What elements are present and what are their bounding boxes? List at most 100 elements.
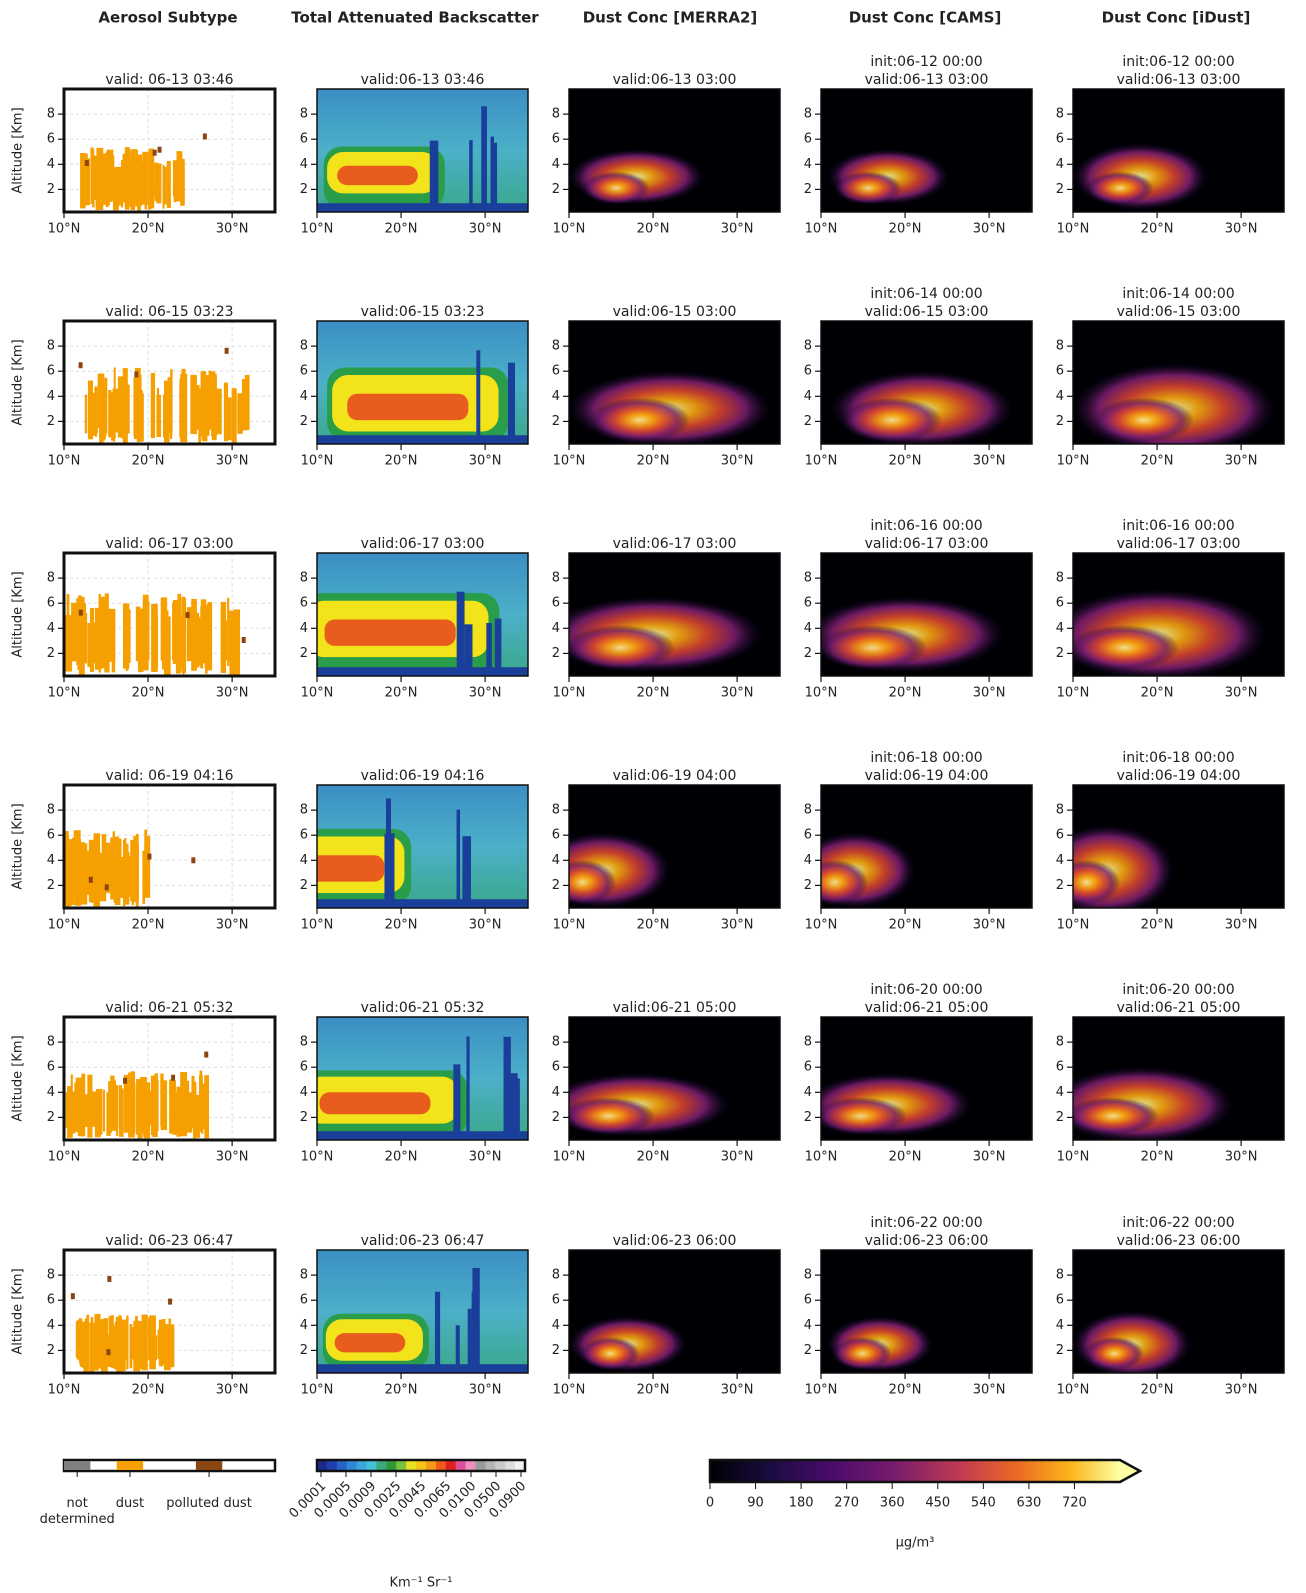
aerosol-patch: [101, 621, 105, 662]
y-tick-label: 6: [1056, 596, 1064, 611]
panel-title: init:06-14 00:00: [1122, 286, 1234, 302]
aerosol-patch: [148, 153, 152, 209]
x-tick-label: 30°N: [469, 918, 502, 933]
y-tick-label: 6: [300, 1293, 308, 1308]
y-tick-label: 6: [552, 828, 560, 843]
y-tick-label: 8: [552, 107, 560, 122]
x-tick-label: 10°N: [48, 454, 81, 469]
y-tick-label: 4: [804, 1085, 812, 1100]
x-tick-label: 30°N: [721, 918, 754, 933]
y-tick-label: 6: [804, 132, 812, 147]
y-tick-label: 8: [47, 107, 55, 122]
aerosol-patch: [95, 1321, 103, 1367]
aerosol-patch: [87, 380, 93, 440]
aerosol-patch: [126, 148, 130, 203]
y-tick-label: 6: [47, 132, 55, 147]
aerosol-patch: [172, 160, 180, 197]
aerosol-patch: [166, 160, 171, 209]
y-tick-label: 2: [47, 646, 55, 661]
x-tick-label: 20°N: [1141, 1383, 1174, 1398]
colorbar-segment: [386, 1460, 397, 1471]
colorbar-segment: [435, 1460, 447, 1471]
y-tick-label: 4: [300, 1318, 308, 1333]
aerosol-patch: [65, 853, 69, 905]
aerosol-patch: [144, 159, 148, 210]
x-tick-label: 10°N: [553, 1150, 586, 1165]
panel-title: init:06-18 00:00: [1122, 750, 1234, 766]
aerosol-patch: [169, 383, 173, 440]
y-tick-label: 6: [552, 1060, 560, 1075]
panel-image: [317, 1250, 528, 1373]
y-tick-label: 4: [300, 1085, 308, 1100]
cloud-column: [536, 388, 540, 511]
cloud-column: [464, 624, 473, 676]
x-tick-label: 20°N: [889, 454, 922, 469]
aerosol-patch: [136, 154, 143, 196]
y-tick-label: 8: [300, 107, 308, 122]
panel-title: init:06-16 00:00: [870, 518, 982, 534]
panel-title: valid:06-21 05:00: [865, 1000, 989, 1016]
y-tick-label: 4: [804, 157, 812, 172]
aerosol-patch: [198, 397, 201, 428]
panel-image: [569, 321, 780, 444]
panel-title: init:06-22 00:00: [870, 1215, 982, 1231]
colorbar-segment: [416, 1460, 427, 1471]
aerosol-patch: [156, 394, 161, 438]
aerosol-patch: [119, 1085, 122, 1132]
x-tick-label: 30°N: [973, 1383, 1006, 1398]
y-tick-label: 2: [300, 646, 308, 661]
aerosol-patch: [117, 376, 123, 438]
x-tick-label: 20°N: [132, 1150, 165, 1165]
x-tick-label: 30°N: [721, 686, 754, 701]
colorbar-segment: [376, 1460, 387, 1471]
aerosol-patch: [106, 1349, 111, 1356]
x-tick-label: 10°N: [553, 918, 586, 933]
y-tick-label: 2: [300, 1110, 308, 1125]
x-tick-label: 20°N: [132, 222, 165, 237]
aerosol-patch: [94, 389, 97, 437]
x-tick-label: 20°N: [385, 222, 418, 237]
x-tick-label: 30°N: [469, 454, 502, 469]
x-tick-label: 30°N: [469, 1150, 502, 1165]
y-tick-label: 6: [300, 364, 308, 379]
aerosol-patch: [155, 1075, 159, 1127]
y-tick-label: 2: [47, 182, 55, 197]
panel-frame: [1072, 552, 1285, 677]
aerosol-patch: [147, 853, 152, 860]
y-tick-label: 8: [47, 803, 55, 818]
y-tick-label: 6: [1056, 828, 1064, 843]
x-tick-label: 10°N: [553, 1383, 586, 1398]
aerosol-patch: [97, 163, 103, 201]
cloud-column: [492, 142, 498, 212]
colorbar-tick-label: 720: [1062, 1496, 1087, 1511]
y-axis-label: Altitude [Km]: [11, 1268, 26, 1354]
y-tick-label: 2: [1056, 878, 1064, 893]
dust-plume: [834, 171, 902, 205]
panel-frame: [568, 1249, 781, 1374]
y-axis-label: Altitude [Km]: [11, 571, 26, 657]
aerosol-patch: [79, 842, 85, 897]
aerosol-patch: [200, 371, 207, 437]
y-tick-label: 2: [1056, 182, 1064, 197]
dust-plume: [1093, 397, 1195, 443]
column-title: Dust Conc [MERRA2]: [583, 9, 758, 27]
x-tick-label: 10°N: [805, 1150, 838, 1165]
x-tick-label: 20°N: [889, 1383, 922, 1398]
y-tick-label: 4: [804, 1318, 812, 1333]
aerosol-patch: [152, 149, 157, 156]
dust-plume: [569, 859, 617, 905]
y-tick-label: 2: [1056, 646, 1064, 661]
colorbar-tick-label: 450: [925, 1496, 950, 1511]
panel-image: [64, 1250, 275, 1373]
y-tick-label: 8: [47, 571, 55, 586]
colorbar-segment: [406, 1460, 417, 1471]
aerosol-patch: [159, 1335, 165, 1362]
aerosol-patch: [80, 152, 86, 209]
x-tick-label: 30°N: [216, 454, 249, 469]
y-tick-label: 8: [552, 803, 560, 818]
y-tick-label: 2: [300, 878, 308, 893]
aerosol-patch: [180, 161, 185, 202]
panel-image: [1073, 785, 1284, 908]
x-tick-label: 10°N: [301, 222, 334, 237]
